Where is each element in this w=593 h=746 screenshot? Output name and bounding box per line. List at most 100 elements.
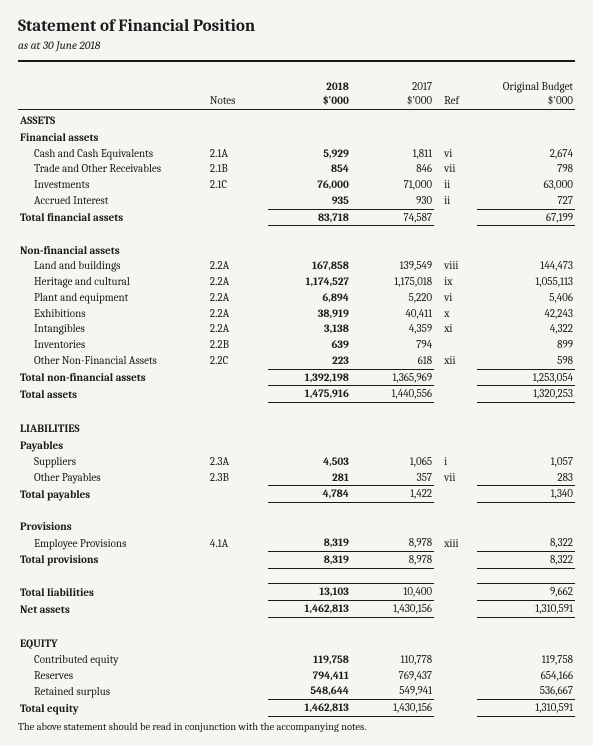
table-row: Land and buildings2.2A167,858139,549viii… (18, 258, 575, 274)
table-row: Contributed equity119,758110,778119,758 (18, 652, 575, 668)
table-row: ASSETS (18, 110, 575, 129)
section-header: ASSETS (18, 110, 208, 129)
line-item-note: 2.2B (208, 337, 268, 353)
line-item-budget: 63,000 (477, 177, 575, 193)
line-item-budget: 654,166 (477, 668, 575, 684)
total-2018: 1,462,813 (268, 601, 351, 618)
line-item-label: Other Non-Financial Assets (18, 353, 208, 369)
line-item-note: 2.1B (208, 161, 268, 177)
line-item-2017: 357 (351, 470, 434, 486)
line-item-note: 2.3A (208, 454, 268, 470)
line-item-note: 2.2A (208, 321, 268, 337)
line-item-budget: 1,055,113 (477, 274, 575, 290)
total-2017: 1,430,156 (351, 700, 434, 717)
line-item-note: 2.2A (208, 306, 268, 322)
total-2018: 1,392,198 (268, 369, 351, 386)
subsection-header: Payables (18, 437, 208, 454)
line-item-2017: 794 (351, 337, 434, 353)
total-label: Total financial assets (18, 209, 208, 226)
line-item-2018: 4,503 (268, 454, 351, 470)
line-item-2017: 618 (351, 353, 434, 369)
line-item-budget: 727 (477, 193, 575, 209)
line-item-budget: 42,243 (477, 306, 575, 322)
line-item-2018: 1,174,527 (268, 274, 351, 290)
line-item-2017: 930 (351, 193, 434, 209)
line-item-2017: 5,220 (351, 290, 434, 306)
table-row: Retained surplus548,644549,941536,667 (18, 683, 575, 699)
line-item-ref: vii (434, 161, 477, 177)
table-row: Plant and equipment2.2A6,8945,220vi5,406 (18, 290, 575, 306)
table-row: Heritage and cultural2.2A1,174,5271,175,… (18, 274, 575, 290)
section-header: LIABILITIES (18, 418, 208, 437)
line-item-2018: 639 (268, 337, 351, 353)
line-item-2017: 40,411 (351, 306, 434, 322)
line-item-2018: 6,894 (268, 290, 351, 306)
total-budget: 67,199 (477, 209, 575, 226)
line-item-2018: 935 (268, 193, 351, 209)
line-item-2018: 76,000 (268, 177, 351, 193)
col-header-2018: 2018 (268, 80, 351, 95)
table-row: Trade and Other Receivables2.1B854846vii… (18, 161, 575, 177)
total-2018: 83,718 (268, 209, 351, 226)
total-label: Net assets (18, 601, 208, 618)
line-item-2018: 167,858 (268, 258, 351, 274)
line-item-label: Intangibles (18, 321, 208, 337)
total-label: Total provisions (18, 551, 208, 568)
line-item-2018: 5,929 (268, 146, 351, 162)
table-row: Accrued Interest935930ii727 (18, 193, 575, 209)
line-item-ref: xiii (434, 535, 477, 551)
line-item-ref: vi (434, 146, 477, 162)
table-row (18, 226, 575, 242)
total-budget: 1,253,054 (477, 369, 575, 386)
line-item-note: 2.2A (208, 274, 268, 290)
total-2017: 74,587 (351, 209, 434, 226)
page-subtitle: as at 30 June 2018 (18, 39, 575, 53)
table-row: Total financial assets 83,71874,587 67,199 (18, 209, 575, 226)
total-label: Total payables (18, 486, 208, 503)
total-budget: 1,340 (477, 486, 575, 503)
table-row: EQUITY (18, 633, 575, 652)
table-row: Other Payables2.3B281357vii283 (18, 470, 575, 486)
line-item-ref: vi (434, 290, 477, 306)
total-label: Total assets (18, 386, 208, 403)
line-item-2017: 549,941 (351, 683, 434, 699)
table-row: Total provisions8,3198,9788,322 (18, 551, 575, 568)
col-header-budget: Original Budget (477, 80, 575, 95)
table-row (18, 568, 575, 584)
line-item-budget: 283 (477, 470, 575, 486)
table-row: Provisions (18, 518, 575, 535)
col-header-2017: 2017 (351, 80, 434, 95)
line-item-2018: 119,758 (268, 652, 351, 668)
line-item-2017: 1,811 (351, 146, 434, 162)
table-row (18, 617, 575, 633)
table-row: Intangibles2.2A3,1384,359xi4,322 (18, 321, 575, 337)
line-item-ref: viii (434, 258, 477, 274)
total-label: Total non-financial assets (18, 369, 208, 386)
line-item-label: Contributed equity (18, 652, 208, 668)
total-2018: 4,784 (268, 486, 351, 503)
subsection-header: Financial assets (18, 129, 208, 146)
total-budget: 9,662 (477, 584, 575, 601)
table-row: Reserves794,411769,437654,166 (18, 668, 575, 684)
financial-table: 20182017Original BudgetNotes$'000$'000Re… (18, 80, 575, 717)
line-item-ref: i (434, 454, 477, 470)
line-item-ref (434, 683, 477, 699)
total-2018: 1,462,813 (268, 700, 351, 717)
line-item-2017: 769,437 (351, 668, 434, 684)
line-item-label: Accrued Interest (18, 193, 208, 209)
total-2017: 1,365,969 (351, 369, 434, 386)
line-item-label: Cash and Cash Equivalents (18, 146, 208, 162)
section-header: EQUITY (18, 633, 208, 652)
table-row: Cash and Cash Equivalents2.1A5,9291,811v… (18, 146, 575, 162)
footnote: The above statement should be read in co… (18, 721, 575, 734)
table-row: Investments2.1C76,00071,000ii63,000 (18, 177, 575, 193)
line-item-budget: 598 (477, 353, 575, 369)
line-item-budget: 2,674 (477, 146, 575, 162)
line-item-2018: 854 (268, 161, 351, 177)
line-item-label: Retained surplus (18, 683, 208, 699)
line-item-2017: 110,778 (351, 652, 434, 668)
line-item-label: Land and buildings (18, 258, 208, 274)
line-item-note: 2.3B (208, 470, 268, 486)
line-item-label: Reserves (18, 668, 208, 684)
line-item-note: 2.2C (208, 353, 268, 369)
